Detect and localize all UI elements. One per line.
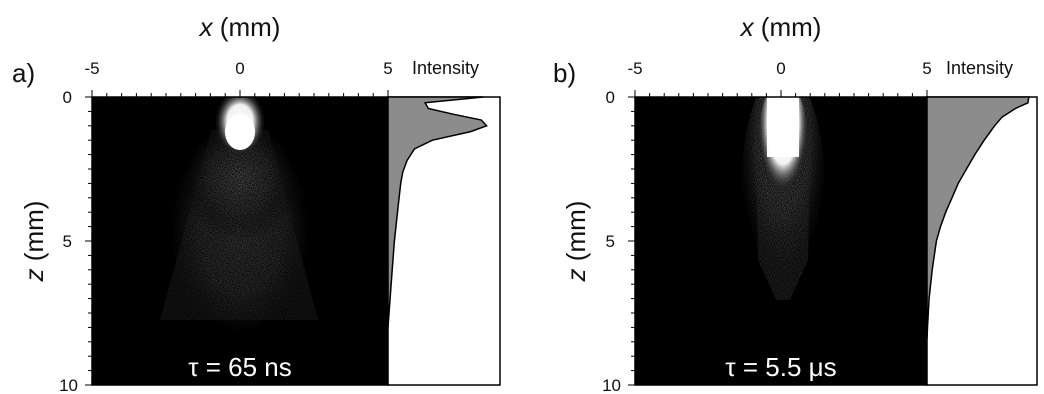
panel-a-tau-annotation: τ = 65 ns [188, 352, 292, 382]
panel-a: a) x (mm) -5 0 5 Intensity z (mm) 0 5 10… [12, 12, 501, 394]
x-var: x [739, 12, 755, 42]
panel-b-tau-annotation: τ = 5.5 μs [725, 352, 836, 382]
panel-a-label: a) [12, 58, 35, 88]
z-var: z [19, 268, 49, 282]
panel-b-ytick-10: 10 [602, 376, 621, 394]
panel-a-xlabel: x (mm) [198, 12, 281, 42]
x-unit: (mm) [220, 12, 281, 42]
x-unit: (mm) [761, 12, 822, 42]
panel-b-intensity-profile [926, 96, 1030, 339]
panel-a-xtick-5: 5 [383, 59, 392, 78]
panel-a-ticks [85, 90, 389, 386]
panel-a-ylabel: z (mm) [19, 201, 49, 283]
z-unit: (mm) [19, 201, 49, 262]
panel-b-ylabel: z (mm) [561, 201, 591, 283]
panel-a-intensity-label: Intensity [412, 58, 479, 78]
panel-a-intensity-profile [387, 96, 488, 328]
panel-b-xlabel: x (mm) [739, 12, 822, 42]
z-var: z [561, 268, 591, 282]
panel-b-xtick-neg5: -5 [627, 59, 642, 78]
panel-b-xtick-0: 0 [776, 59, 785, 78]
panel-a-image [92, 97, 388, 385]
panel-a-ytick-0: 0 [63, 88, 72, 107]
panel-a-ytick-5: 5 [63, 232, 72, 251]
panel-b: b) x (mm) -5 0 5 Intensity z (mm) 0 5 10… [553, 12, 1038, 394]
panel-b-intensity-label: Intensity [946, 58, 1013, 78]
panel-b-label: b) [553, 58, 576, 88]
panel-a-xtick-0: 0 [235, 59, 244, 78]
panel-b-ticks [628, 90, 928, 386]
panel-b-image [635, 97, 927, 385]
panel-a-xtick-neg5: -5 [84, 59, 99, 78]
x-var: x [198, 12, 214, 42]
panel-b-ytick-5: 5 [606, 232, 615, 251]
panel-b-ytick-0: 0 [606, 88, 615, 107]
panel-b-xtick-5: 5 [922, 59, 931, 78]
z-unit: (mm) [561, 201, 591, 262]
panel-a-ytick-10: 10 [59, 376, 78, 394]
